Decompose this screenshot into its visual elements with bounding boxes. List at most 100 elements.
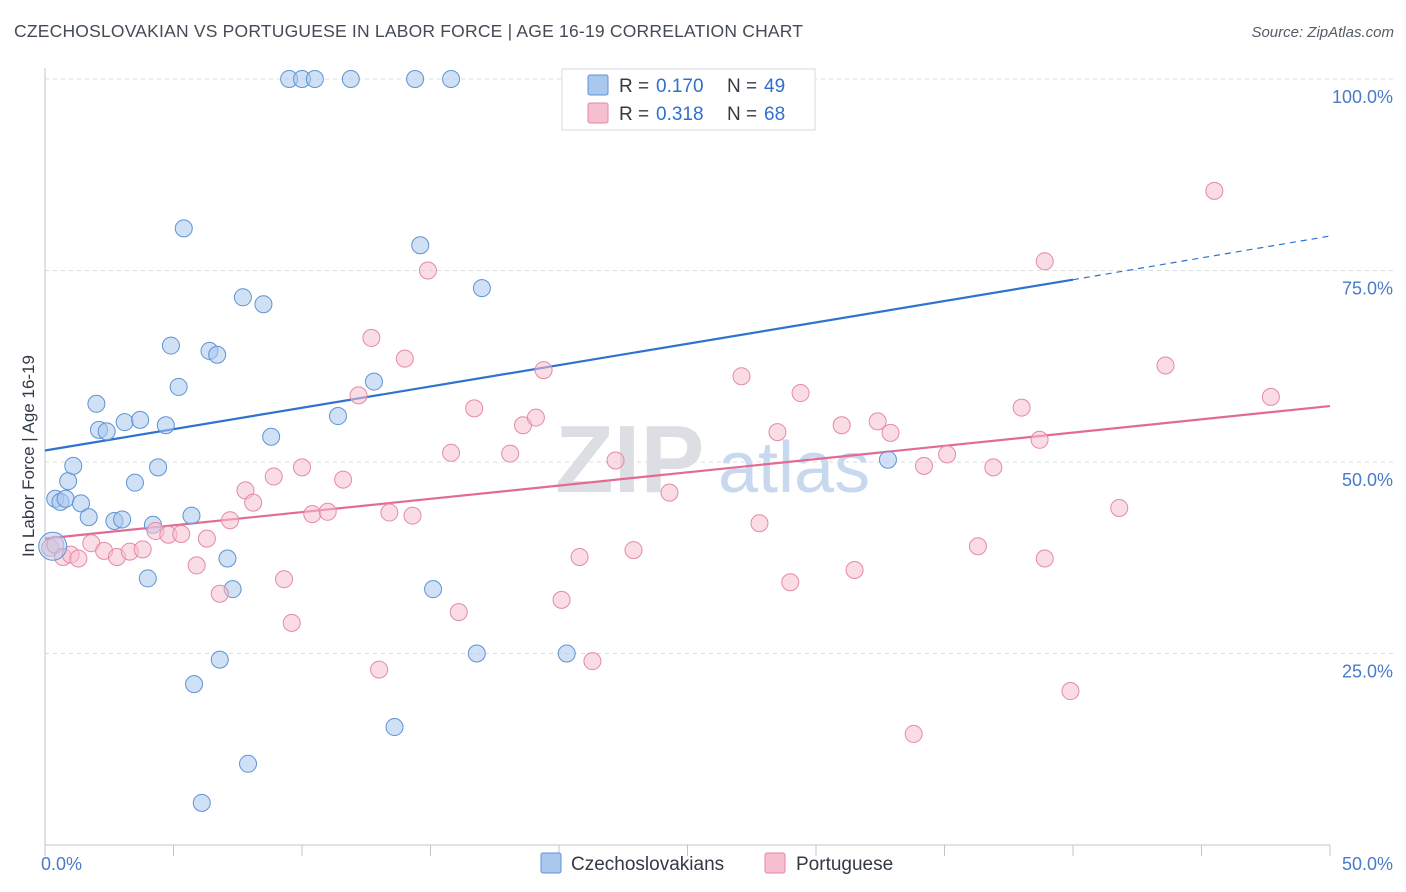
trend-lines xyxy=(44,235,1331,540)
czechoslovakian-point xyxy=(239,754,258,773)
portuguese-point xyxy=(442,443,461,462)
legend-box: R = 0.170 N = 49 R = 0.318 N = 68 xyxy=(561,68,816,131)
legend-n-label: N = xyxy=(727,76,757,97)
portuguese-point xyxy=(282,613,301,632)
portuguese-point xyxy=(244,493,263,512)
czechoslovakian-point xyxy=(192,793,211,812)
portuguese-point xyxy=(534,361,553,380)
czechoslovakian-point xyxy=(64,456,83,475)
portuguese-point xyxy=(526,408,545,427)
data-points xyxy=(38,70,1280,812)
portuguese-point xyxy=(1156,356,1175,375)
czechoslovakian-point xyxy=(169,377,188,396)
y-tick-label: 75.0% xyxy=(1342,279,1393,299)
czechoslovakian-point xyxy=(210,650,229,669)
axes xyxy=(44,68,1331,856)
portuguese-point xyxy=(1110,498,1129,517)
portuguese-point xyxy=(606,451,625,470)
portuguese-point xyxy=(1035,549,1054,568)
portuguese-point xyxy=(868,412,887,431)
portuguese-point xyxy=(318,502,337,521)
portuguese-point xyxy=(197,529,216,548)
czechoslovakian-point xyxy=(467,644,486,663)
portuguese-point xyxy=(293,458,311,477)
watermark-zip: ZIP xyxy=(555,406,704,513)
portuguese-point xyxy=(275,570,294,589)
portuguese-point xyxy=(395,349,414,368)
y-axis-title: In Labor Force | Age 16-19 xyxy=(19,355,38,557)
portuguese-point xyxy=(881,423,900,442)
czechoslovakian-point xyxy=(125,473,144,492)
czechoslovakian-point xyxy=(406,70,425,88)
portuguese-point xyxy=(303,505,322,524)
y-tick-label: 25.0% xyxy=(1342,662,1393,682)
czechoslovakian-point xyxy=(185,675,204,694)
czechoslovakian-point xyxy=(71,494,90,513)
portuguese-point xyxy=(552,590,571,609)
portuguese-point xyxy=(1205,181,1224,200)
x-tick-label: 0.0% xyxy=(41,854,82,874)
legend-swatch-portuguese xyxy=(764,852,786,874)
portuguese-point xyxy=(968,537,987,556)
y-tick-label: 50.0% xyxy=(1342,470,1393,490)
legend-label-portuguese: Portuguese xyxy=(796,854,893,875)
czechoslovakian-point xyxy=(38,531,68,561)
czechoslovakian-point xyxy=(305,70,324,88)
portuguese-point xyxy=(172,525,191,544)
portuguese-point xyxy=(660,483,679,502)
czechoslovakian-point xyxy=(174,219,193,238)
portuguese-point xyxy=(501,444,520,463)
czechoslovakian-point xyxy=(364,372,383,391)
portuguese-point xyxy=(791,384,810,403)
portuguese-point xyxy=(768,423,787,442)
portuguese-point xyxy=(914,456,933,475)
czechoslovakian-point xyxy=(328,407,347,426)
portuguese-point xyxy=(349,386,368,405)
czechoslovakian-point xyxy=(218,549,237,568)
czechoslovakian-point xyxy=(149,458,168,477)
legend-label-czechoslovakians: Czechoslovakians xyxy=(571,854,724,875)
czechoslovakian-trend-extension xyxy=(1072,235,1331,281)
portuguese-point xyxy=(832,416,851,435)
portuguese-point xyxy=(370,660,389,679)
portuguese-point xyxy=(187,556,206,575)
series-legend: Czechoslovakians Portuguese xyxy=(540,852,893,875)
czechoslovakian-point xyxy=(115,413,134,432)
czechoslovakian-point xyxy=(59,472,78,491)
portuguese-point xyxy=(732,367,751,386)
legend-r-label: R = xyxy=(619,76,649,97)
portuguese-point xyxy=(418,261,437,280)
watermark: ZIP atlas xyxy=(555,406,870,513)
czechoslovakian-point xyxy=(262,427,281,446)
legend-swatch-pink xyxy=(587,102,609,124)
czechoslovakian-point xyxy=(156,416,175,435)
portuguese-point xyxy=(69,549,88,568)
portuguese-point xyxy=(334,470,353,489)
czechoslovakian-point xyxy=(131,410,150,429)
portuguese-point xyxy=(624,541,643,560)
czechoslovakian-point xyxy=(161,336,180,355)
portuguese-point xyxy=(1030,430,1049,449)
legend-n-label: N = xyxy=(727,104,757,125)
legend-swatch-blue xyxy=(587,74,609,96)
portuguese-point xyxy=(1261,387,1280,406)
portuguese-point xyxy=(1061,682,1080,701)
czechoslovakian-point xyxy=(138,569,157,588)
czechoslovakian-point xyxy=(208,345,227,364)
czechoslovakian-point xyxy=(341,70,360,88)
czechoslovakian-point xyxy=(79,508,98,527)
czechoslovakian-point xyxy=(97,422,116,441)
portuguese-point xyxy=(264,467,283,486)
watermark-atlas: atlas xyxy=(718,428,870,508)
czechoslovakian-point xyxy=(87,394,106,413)
portuguese-point xyxy=(449,603,468,622)
czechoslovakian-point xyxy=(557,644,576,663)
legend-n-value: 68 xyxy=(764,104,785,125)
czechoslovakian-point xyxy=(442,70,461,88)
czechoslovakian-point xyxy=(472,279,491,298)
czechoslovakian-point xyxy=(113,510,132,529)
portuguese-point xyxy=(781,573,800,592)
legend-r-label: R = xyxy=(619,104,649,125)
portuguese-point xyxy=(133,540,152,559)
